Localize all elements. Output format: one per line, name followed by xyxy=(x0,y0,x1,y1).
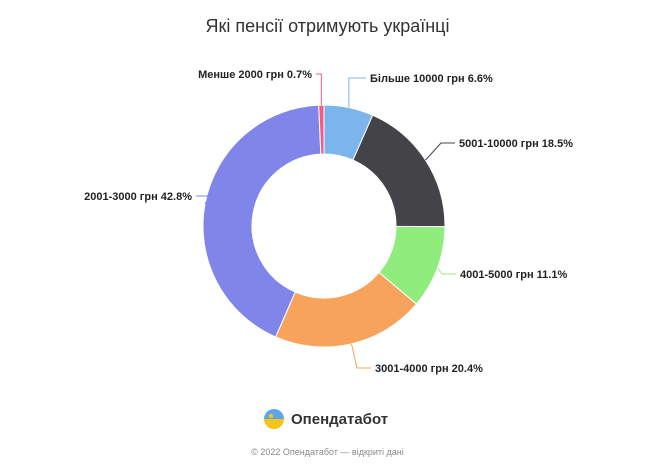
opendatabot-logo: Опендатабот xyxy=(263,406,388,432)
leader-line xyxy=(316,73,322,106)
opendatabot-logo-icon xyxy=(264,409,284,429)
copyright-text: © 2022 Опендатабот — відкриті дані xyxy=(251,447,404,457)
donut-slice xyxy=(352,114,446,228)
slice-label: 2001-3000 грн 42.8% xyxy=(84,191,192,203)
donut-slice xyxy=(202,104,322,338)
leader-line xyxy=(425,142,455,161)
slice-label: 4001-5000 грн 11.1% xyxy=(460,269,567,281)
chart-title: Які пенсії отримують українці xyxy=(205,16,450,36)
slice-label: Більше 10000 грн 6.6% xyxy=(370,73,493,85)
donut-chart: Більше 10000 грн 6.6% 5001-10000 грн 18.5… xyxy=(84,69,573,375)
logo-text: Опендатабот xyxy=(291,410,389,428)
leader-line xyxy=(350,343,371,369)
slice-label: Менше 2000 грн 0.7% xyxy=(198,69,312,81)
leader-line xyxy=(437,267,456,275)
donut-slice xyxy=(318,104,325,155)
slice-label: 5001-10000 грн 18.5% xyxy=(459,138,573,150)
leader-line xyxy=(196,195,211,205)
leader-line xyxy=(348,77,366,108)
slice-label: 3001-4000 грн 20.4% xyxy=(375,363,483,375)
